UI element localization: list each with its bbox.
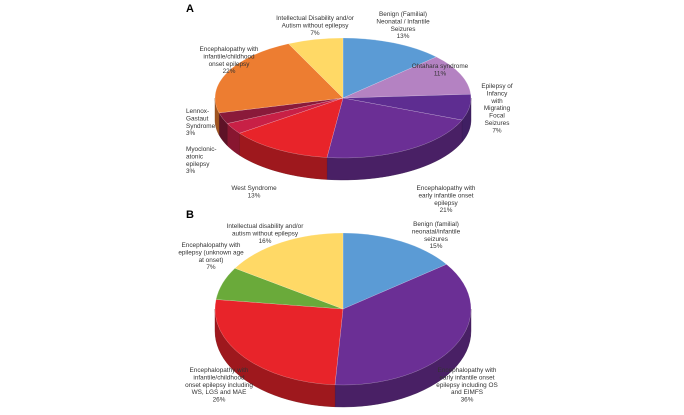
pie-chart-b	[214, 232, 472, 408]
pie-a-label-8-line-2: 7%	[310, 30, 320, 37]
pie-a-label-0-line-2: Seizures	[391, 26, 416, 33]
pie-a-label-6-line-3: 3%	[186, 130, 196, 137]
pie-a-label-7-line-0: Encephalopathy with	[200, 46, 259, 53]
pie-a-label-4: West Syndrome 13%	[231, 185, 277, 199]
pie-a-slice-6	[218, 97, 344, 124]
pie-a-label-7-line-3: 22%	[223, 68, 236, 75]
pie-a-slice-7	[214, 43, 344, 114]
panel-letter-a: A	[186, 3, 194, 15]
pie-b-label-1: Encephalopathy with early infantile onset…	[436, 367, 497, 404]
pie-b-label-4-line-1: autism without epilepsy	[232, 230, 299, 237]
pie-a-labels: Benign (Familial) Neonatal / Infantile Sei…	[186, 11, 513, 214]
pie-a-label-8-line-0: Intellectual Disability and/or	[276, 15, 355, 22]
pie-a-label-0-line-3: 13%	[397, 33, 410, 40]
pie-a-label-7-line-2: onset epilepsy	[209, 61, 251, 68]
pie-a-side-walls	[214, 97, 472, 181]
pie-b-label-3-line-0: Encephalopathy with	[182, 242, 241, 249]
pie-b-slice-0	[342, 232, 448, 310]
pie-a-label-2-line-2: with	[490, 98, 503, 105]
pie-b-label-0-line-3: 15%	[430, 243, 443, 250]
pie-a-label-6-line-0: Lennox-	[186, 108, 209, 115]
pie-a-label-6: Lennox-Gastaut Syndrome 3%	[186, 108, 216, 137]
pie-a-slice-1	[342, 56, 472, 99]
pie-a-label-8: Intellectual Disability and/or Autism wit…	[276, 15, 355, 37]
pie-a-label-2: Epilepsy of Infancy with Migrating Focal Seiz…	[481, 83, 512, 134]
pie-b-slice-3	[215, 267, 344, 310]
pie-a-label-1: Ohtahara syndrome 11%	[412, 63, 469, 77]
pie-a-label-3-line-2: epilepsy	[434, 200, 458, 207]
pie-a-label-7-line-1: infantile/childhood	[203, 53, 255, 60]
pie-a-slice-4	[238, 97, 344, 158]
pie-a-label-4-line-1: 13%	[248, 192, 261, 199]
pie-a-label-3-line-3: 21%	[440, 207, 453, 214]
pie-a-slice-5	[226, 97, 344, 134]
pie-b-label-2-line-0: Encephalopathy with	[190, 367, 249, 374]
pie-b-label-1-line-2: epilepsy including OS	[436, 382, 497, 389]
pie-a-label-6-line-1: Gastaut	[186, 115, 209, 122]
pie-a-slice-2	[342, 93, 472, 121]
pie-b-slice-1	[334, 264, 472, 386]
pie-b-label-1-line-3: and EIMFS	[451, 389, 483, 396]
pie-b-label-0-line-0: Benign (familial)	[413, 221, 459, 228]
pie-b-label-2: Encephalopathy with infantile/childhood on…	[185, 367, 253, 404]
pie-a-label-7: Encephalopathy with infantile/childhood on…	[200, 46, 259, 75]
pie-a-label-2-line-5: Seizures	[485, 120, 510, 127]
pie-a-label-3-line-1: early infantile onset	[418, 192, 473, 199]
pie-a-label-1-line-0: Ohtahara syndrome	[412, 63, 469, 70]
pie-b-label-0: Benign (familial) neonatal/infantile seizu…	[412, 221, 461, 250]
pie-a-label-8-line-1: Autism without epilepsy	[282, 22, 350, 29]
pie-a-label-5-line-1: atonic	[186, 153, 204, 160]
pie-a-label-3-line-0: Encephalopathy with	[417, 185, 476, 192]
pie-b-label-2-line-4: 26%	[213, 397, 226, 404]
pie-b-label-3-line-2: at onset)	[199, 257, 224, 264]
pie-a-label-6-line-2: Syndrome	[186, 123, 216, 130]
pie-b-label-1-line-4: 36%	[461, 397, 474, 404]
pie-a-slice-8	[287, 37, 344, 99]
pie-a-label-0: Benign (Familial) Neonatal / Infantile Sei…	[376, 11, 430, 40]
pie-a-label-5: Myoclonic-atonic epilepsy 3%	[186, 146, 217, 175]
pie-a-label-2-line-4: Focal	[489, 113, 505, 120]
pie-a-label-1-line-1: 11%	[434, 70, 447, 77]
pie-b-slice-4	[234, 232, 344, 310]
pie-b-label-3: Encephalopathy with epilepsy (unknown age…	[178, 242, 244, 271]
pie-b-label-4-line-0: Intellectual disability and/or	[227, 223, 305, 230]
pie-chart-a	[214, 37, 472, 181]
pie-b-label-3-line-1: epilepsy (unknown age	[178, 249, 244, 256]
pie-a-slice-3	[326, 97, 463, 159]
pie-a-label-5-line-0: Myoclonic-	[186, 146, 217, 153]
pie-b-label-0-line-2: seizures	[424, 236, 448, 243]
pie-a-label-2-line-3: Migrating	[484, 105, 511, 112]
pie-a-label-5-line-2: epilepsy	[186, 161, 210, 168]
pie-a-label-0-line-0: Benign (Familial)	[379, 11, 427, 18]
pie-a-label-2-line-1: Infancy	[487, 90, 508, 97]
pie-a-label-2-line-6: 7%	[492, 127, 502, 134]
pie-a-slice-0	[342, 37, 437, 99]
pie-b-slice-2	[214, 299, 344, 386]
pie-b-label-2-line-1: infantile/childhood	[193, 374, 245, 381]
pie-a-label-4-line-0: West Syndrome	[231, 185, 277, 192]
pie-b-labels: Benign (familial) neonatal/infantile seizu…	[178, 221, 497, 404]
pie-b-label-1-line-0: Encephalopathy with	[438, 367, 497, 374]
pie-b-label-4: Intellectual disability and/or autism wit…	[227, 223, 305, 245]
pie-a-label-5-line-3: 3%	[186, 168, 196, 175]
pie-a-label-0-line-1: Neonatal / Infantile	[376, 18, 430, 25]
pie-b-label-3-line-3: 7%	[206, 264, 216, 271]
pie-b-label-1-line-1: early infantile onset	[439, 374, 494, 381]
pie-b-label-2-line-3: WS, LGS and MAE	[192, 389, 247, 396]
pie-a-label-2-line-0: Epilepsy of	[481, 83, 512, 90]
pie-b-label-2-line-2: onset epilepsy including	[185, 382, 253, 389]
pie-b-label-4-line-2: 16%	[259, 238, 272, 245]
pie-a-label-3: Encephalopathy with early infantile onset…	[417, 185, 476, 214]
pie-b-label-0-line-1: neonatal/infantile	[412, 228, 461, 235]
panel-letter-b: B	[186, 209, 194, 221]
